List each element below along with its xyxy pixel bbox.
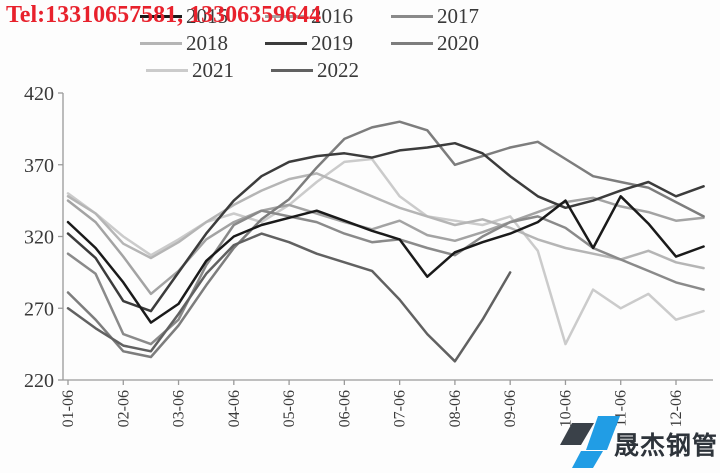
svg-text:10-06: 10-06	[557, 390, 574, 427]
svg-text:09-06: 09-06	[502, 390, 519, 427]
company-logo: 晟杰钢管	[550, 410, 720, 468]
legend-label: 2021	[192, 58, 234, 82]
logo-blue-parallelogram-top	[586, 416, 620, 450]
legend-label: 2020	[437, 31, 479, 55]
svg-text:07-06: 07-06	[392, 390, 409, 427]
company-logo-shapes	[560, 416, 620, 468]
legend-label: 2022	[317, 58, 359, 82]
legend-line-swatch	[140, 14, 182, 18]
svg-text:320: 320	[24, 227, 54, 249]
legend-item-2016: 2016	[265, 5, 353, 27]
legend-line-swatch	[146, 68, 188, 72]
legend-item-2022: 2022	[271, 59, 359, 81]
svg-text:420: 420	[24, 83, 54, 105]
svg-text:03-06: 03-06	[171, 390, 188, 427]
logo-dark-parallelogram	[560, 423, 594, 445]
legend-item-2017: 2017	[391, 5, 479, 27]
legend-label: 2015	[186, 4, 228, 28]
chart-legend: 2015 2016 2017 2018 2019 2020 2021 2022	[0, 0, 720, 86]
svg-text:270: 270	[24, 298, 54, 320]
svg-text:05-06: 05-06	[281, 390, 298, 427]
svg-text:02-06: 02-06	[115, 390, 132, 427]
legend-line-swatch	[391, 41, 433, 45]
legend-line-swatch	[271, 68, 313, 72]
company-logo-text: 晟杰钢管	[614, 431, 719, 460]
svg-text:12-06: 12-06	[668, 390, 685, 427]
legend-line-swatch	[140, 41, 182, 45]
logo-blue-parallelogram-bottom	[572, 451, 603, 468]
legend-item-2021: 2021	[146, 59, 234, 81]
legend-item-2015: 2015	[140, 5, 228, 27]
legend-label: 2019	[311, 31, 353, 55]
legend-item-2019: 2019	[265, 32, 353, 54]
legend-line-swatch	[265, 14, 307, 18]
svg-text:220: 220	[24, 370, 54, 392]
legend-label: 2018	[186, 31, 228, 55]
legend-item-2018: 2018	[140, 32, 228, 54]
tel-contact-text: Tel:13310657581, 13306359644	[6, 2, 322, 28]
svg-text:04-06: 04-06	[226, 390, 243, 427]
legend-label: 2016	[311, 4, 353, 28]
svg-text:01-06: 01-06	[60, 390, 77, 427]
legend-line-swatch	[391, 14, 433, 18]
svg-text:08-06: 08-06	[447, 390, 464, 427]
legend-label: 2017	[437, 4, 479, 28]
legend-item-2020: 2020	[391, 32, 479, 54]
svg-text:06-06: 06-06	[336, 390, 353, 427]
svg-text:370: 370	[24, 155, 54, 177]
legend-line-swatch	[265, 41, 307, 45]
